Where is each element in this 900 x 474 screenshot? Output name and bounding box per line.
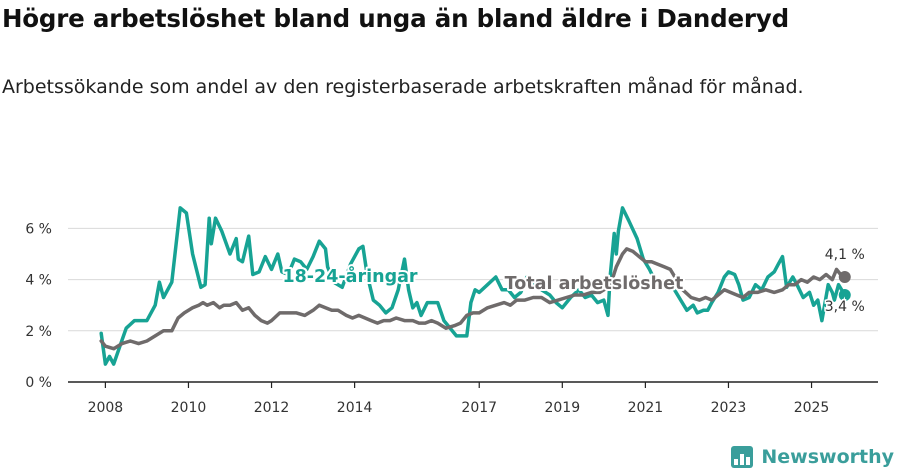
x-tick-label: 2023 — [711, 400, 747, 416]
chart-subtitle: Arbetssökande som andel av den registerb… — [2, 76, 804, 98]
y-tick-label: 4 % — [25, 273, 52, 289]
x-tick-label: 2025 — [794, 400, 830, 416]
axes: 0 % 2 % 4 % 6 % 2008 2010 2012 2014 2017 2019 2021… — [25, 221, 878, 416]
series-label-18-24: 18-24-åringar — [282, 265, 417, 287]
x-tick-label: 2017 — [461, 400, 497, 416]
y-tick-label: 2 % — [25, 324, 52, 340]
end-value-18-24: 3,4 % — [825, 299, 865, 315]
x-tick-label: 2021 — [628, 400, 664, 416]
y-tick-label: 6 % — [25, 221, 52, 237]
series — [99, 206, 847, 366]
x-tick-label: 2014 — [337, 400, 373, 416]
chart-title: Högre arbetslöshet bland unga än bland ä… — [2, 4, 789, 33]
y-tick-label: 0 % — [25, 375, 52, 391]
x-tick-label: 2010 — [171, 400, 207, 416]
end-dot-18-24 — [838, 288, 851, 301]
grid — [68, 227, 878, 332]
labels: 18-24-åringar Total arbetslöshet 3,4 % 4,1 … — [280, 246, 866, 317]
newsworthy-logo: Newsworthy — [731, 446, 894, 468]
brand-name: Newsworthy — [761, 446, 894, 468]
bar-chart-icon — [731, 446, 754, 468]
x-tick-label: 2012 — [254, 400, 290, 416]
x-tick-label: 2019 — [544, 400, 580, 416]
series-label-total: Total arbetslöshet — [505, 274, 684, 294]
x-tick-label: 2008 — [88, 400, 124, 416]
end-dot-total — [838, 271, 851, 284]
series-line-total — [99, 247, 847, 351]
end-value-total: 4,1 % — [825, 247, 865, 263]
series-line-18-24 — [99, 206, 847, 366]
